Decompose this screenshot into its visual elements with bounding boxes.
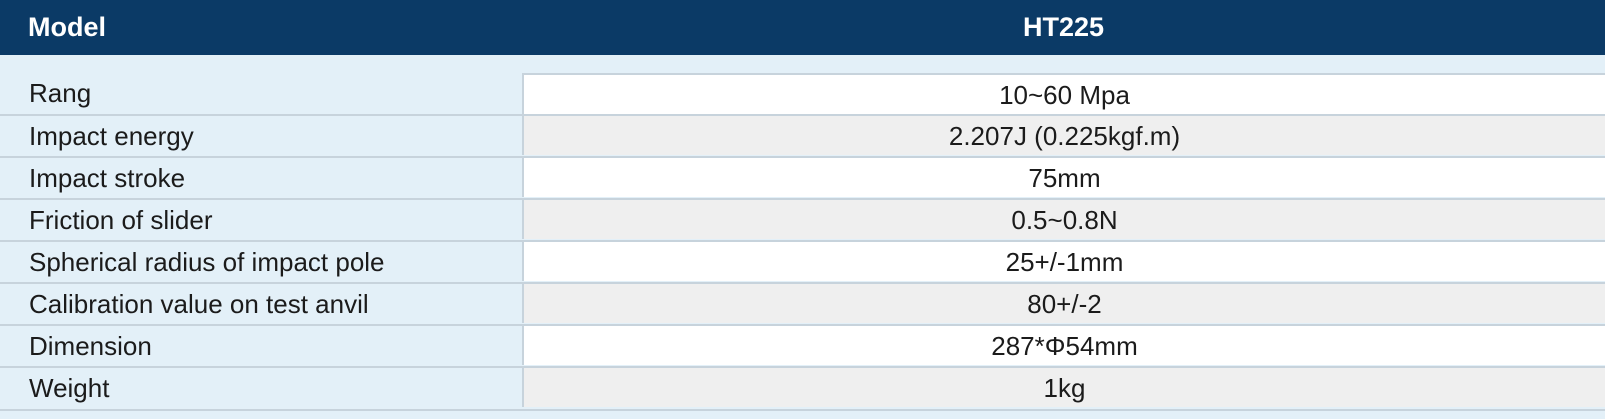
spec-value: 10~60 Mpa <box>522 73 1605 114</box>
table-row: Weight 1kg <box>0 366 1605 407</box>
spec-value: 75mm <box>522 156 1605 197</box>
table-row: Friction of slider 0.5~0.8N <box>0 198 1605 239</box>
table-row: Calibration value on test anvil 80+/-2 <box>0 282 1605 323</box>
table-row: Impact stroke 75mm <box>0 156 1605 197</box>
table-row: Rang 10~60 Mpa <box>0 73 1605 114</box>
spec-label: Weight <box>0 366 522 407</box>
spec-value: 1kg <box>522 366 1605 407</box>
spec-label: Calibration value on test anvil <box>0 282 522 323</box>
spec-value: 287*Φ54mm <box>522 324 1605 365</box>
spec-value: 2.207J (0.225kgf.m) <box>522 114 1605 155</box>
model-header-value: HT225 <box>1022 12 1105 42</box>
table-bottom-border <box>0 409 1605 411</box>
spec-label: Friction of slider <box>0 198 522 239</box>
table-row: Spherical radius of impact pole 25+/-1mm <box>0 240 1605 281</box>
spec-label: Impact stroke <box>0 156 522 197</box>
table-header: Model HT225 <box>0 0 1605 55</box>
spec-value: 80+/-2 <box>522 282 1605 323</box>
spec-label: Dimension <box>0 324 522 365</box>
table-row: Dimension 287*Φ54mm <box>0 324 1605 365</box>
spec-value: 25+/-1mm <box>522 240 1605 281</box>
spec-label: Rang <box>0 73 522 114</box>
spec-value: 0.5~0.8N <box>522 198 1605 239</box>
spec-label: Spherical radius of impact pole <box>0 240 522 281</box>
table-row: Impact energy 2.207J (0.225kgf.m) <box>0 114 1605 155</box>
spec-label: Impact energy <box>0 114 522 155</box>
model-header-label: Model <box>28 12 106 42</box>
